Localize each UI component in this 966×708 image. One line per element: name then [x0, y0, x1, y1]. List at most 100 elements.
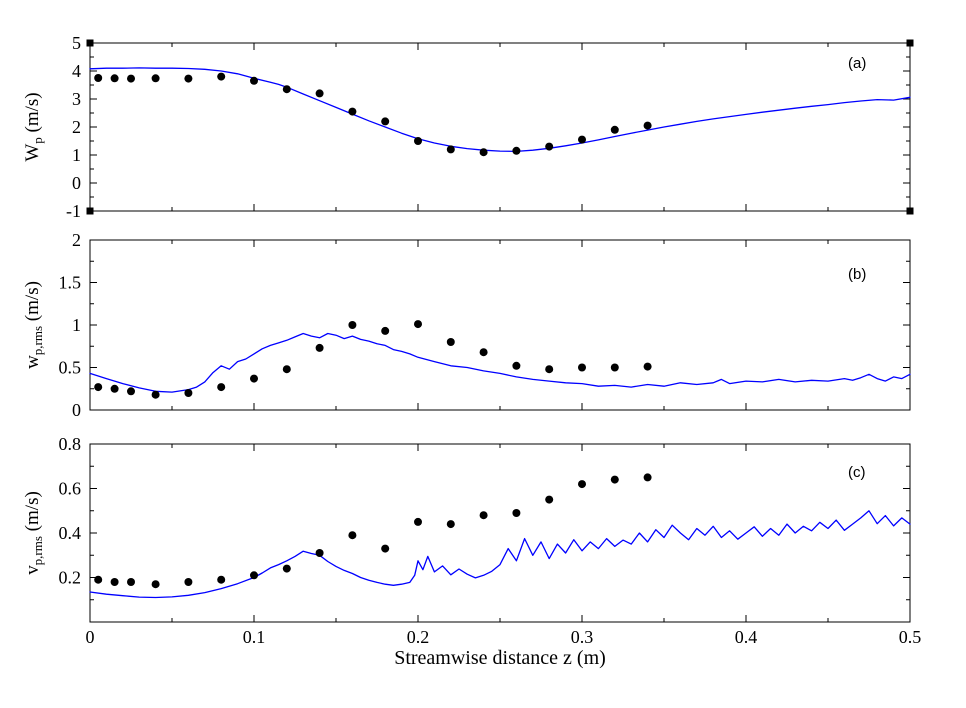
- y-tick-label: 1: [72, 145, 81, 165]
- x-tick-label: 0: [86, 627, 95, 647]
- x-tick-label: 0.4: [735, 627, 758, 647]
- data-dot: [217, 72, 226, 81]
- data-dot: [151, 390, 160, 399]
- data-dot: [578, 135, 586, 144]
- data-dot: [110, 384, 119, 393]
- y-tick-label: 0.5: [59, 358, 82, 378]
- data-dot: [250, 374, 258, 383]
- data-dot: [578, 363, 586, 372]
- data-dot: [545, 495, 554, 504]
- y-tick-label: 0.8: [59, 434, 82, 454]
- data-dot: [446, 145, 455, 154]
- measurement-dots: [94, 473, 652, 589]
- data-dot: [151, 74, 160, 83]
- data-dot: [446, 338, 455, 346]
- data-dot: [479, 148, 488, 157]
- data-dot: [184, 74, 193, 83]
- measurement-dots: [94, 320, 652, 399]
- data-dot: [545, 365, 554, 374]
- data-dot: [282, 564, 291, 573]
- data-dot: [512, 146, 521, 155]
- data-dot: [545, 142, 554, 151]
- measurement-dots: [94, 72, 652, 157]
- y-tick-label: 1.5: [59, 273, 82, 293]
- data-dot: [348, 531, 357, 540]
- data-dot: [94, 575, 103, 584]
- panel-label: (b): [848, 266, 866, 283]
- data-dot: [643, 362, 652, 371]
- panel-label: (c): [848, 464, 866, 481]
- panel-b: 0 0.5 1 1.5 2 wp,rms (m/s) (b): [22, 230, 911, 420]
- data-dot: [151, 580, 160, 589]
- panel-c: 0 0.1 0.2 0.3 0.4 0.5 0.2 0.4 0.6 0.8 vp,rms (m/s)…: [22, 434, 921, 647]
- data-dot: [610, 125, 619, 134]
- y-axis-title: Wp (m/s): [22, 92, 45, 161]
- data-dot: [414, 320, 422, 329]
- y-axis-title: wp,rms (m/s): [22, 281, 45, 369]
- data-dot: [315, 343, 324, 352]
- data-dot: [250, 76, 258, 85]
- data-dot: [643, 473, 652, 482]
- y-tick-label: 1: [72, 315, 81, 335]
- y-tick-label: -1: [66, 201, 81, 221]
- data-dot: [282, 85, 291, 94]
- corner-handle: [906, 207, 914, 215]
- data-dot: [479, 348, 488, 357]
- y-tick-label: 2: [72, 230, 81, 250]
- y-tick-label: 5: [72, 33, 81, 53]
- data-dot: [479, 511, 488, 520]
- data-dot: [610, 475, 619, 484]
- x-axis-title: Streamwise distance z (m): [394, 647, 606, 669]
- x-tick-label: 0.1: [243, 627, 266, 647]
- panel-a: -1 0 1 2 3 4 5 Wp (m/s) (a): [22, 33, 914, 221]
- data-dot: [184, 578, 193, 586]
- data-dot: [282, 365, 291, 374]
- x-tick-label: 0.2: [407, 627, 430, 647]
- data-dot: [127, 387, 135, 396]
- y-tick-label: 0: [72, 400, 81, 420]
- y-axis-title: vp,rms (m/s): [22, 491, 45, 575]
- y-tick-label: 0.6: [59, 479, 82, 499]
- y-tick-label: 4: [72, 61, 81, 81]
- y-tick-label: 3: [72, 89, 81, 109]
- data-dot: [578, 480, 586, 489]
- corner-handle: [86, 39, 94, 47]
- corner-handle: [906, 39, 914, 47]
- data-dot: [250, 571, 258, 580]
- x-tick-label: 0.3: [571, 627, 594, 647]
- simulation-line: [89, 67, 911, 153]
- data-dot: [110, 74, 119, 83]
- data-dot: [610, 363, 619, 372]
- data-dot: [127, 74, 135, 83]
- data-dot: [217, 383, 226, 392]
- axes-frame: [89, 239, 911, 411]
- data-dot: [512, 361, 521, 370]
- data-dot: [184, 389, 193, 397]
- data-dot: [381, 544, 390, 553]
- data-dot: [94, 383, 103, 392]
- axes-frame: [89, 443, 911, 623]
- y-tick-label: 2: [72, 117, 81, 137]
- data-dot: [414, 137, 422, 145]
- data-dot: [348, 107, 357, 116]
- data-dot: [381, 326, 390, 335]
- data-dot: [127, 578, 135, 586]
- simulation-line: [89, 332, 911, 393]
- data-dot: [381, 117, 390, 126]
- data-dot: [348, 321, 357, 329]
- corner-handle: [86, 207, 94, 215]
- data-dot: [446, 520, 455, 529]
- data-dot: [315, 549, 324, 557]
- data-dot: [643, 121, 652, 130]
- data-dot: [94, 74, 103, 82]
- x-tick-label: 0.5: [899, 627, 922, 647]
- y-tick-label: 0: [72, 173, 81, 193]
- panel-label: (a): [848, 55, 866, 72]
- data-dot: [512, 509, 521, 517]
- simulation-line: [89, 510, 911, 599]
- data-dot: [315, 89, 324, 98]
- y-tick-label: 0.4: [59, 523, 82, 543]
- data-dot: [110, 578, 119, 586]
